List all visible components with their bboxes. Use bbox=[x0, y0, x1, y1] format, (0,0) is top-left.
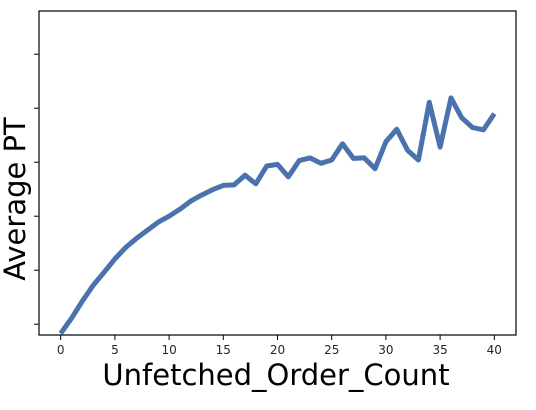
plot-border bbox=[38, 10, 517, 336]
x-axis-label: Unfetched_Order_Count bbox=[102, 358, 449, 392]
x-tick-label: 20 bbox=[270, 343, 285, 357]
x-tick-label: 40 bbox=[487, 343, 502, 357]
series-line bbox=[58, 95, 497, 335]
x-tick-label: 30 bbox=[378, 343, 393, 357]
x-axis-ticks: 0 5 10 15 20 25 30 35 40 bbox=[57, 335, 502, 357]
x-tick-label: 0 bbox=[57, 343, 65, 357]
y-axis-ticks bbox=[34, 53, 39, 325]
x-tick-label: 15 bbox=[216, 343, 231, 357]
series-layer bbox=[58, 95, 497, 335]
x-tick-label: 25 bbox=[324, 343, 339, 357]
x-tick-label: 10 bbox=[161, 343, 176, 357]
x-tick-label: 35 bbox=[432, 343, 447, 357]
plot-frame bbox=[38, 10, 517, 336]
y-axis-label: Average PT bbox=[0, 117, 32, 281]
x-tick-label: 5 bbox=[111, 343, 119, 357]
